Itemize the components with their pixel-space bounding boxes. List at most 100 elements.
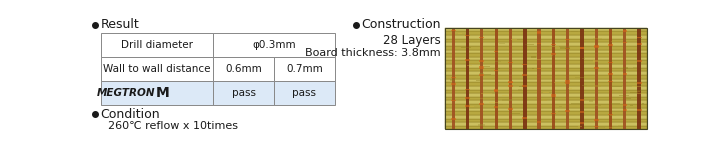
- Text: 0.6mm: 0.6mm: [225, 64, 262, 74]
- Bar: [592, 38, 602, 39]
- Bar: [445, 28, 647, 129]
- Bar: [623, 67, 628, 69]
- Bar: [445, 115, 647, 118]
- Bar: [508, 62, 513, 63]
- Bar: [451, 77, 455, 79]
- Bar: [623, 109, 627, 111]
- Bar: [466, 35, 470, 36]
- Bar: [541, 99, 547, 101]
- Bar: [637, 37, 641, 38]
- Bar: [531, 68, 534, 69]
- Bar: [445, 42, 647, 46]
- Bar: [450, 79, 455, 81]
- Bar: [594, 60, 598, 62]
- Bar: [484, 74, 491, 75]
- Text: 0.7mm: 0.7mm: [286, 64, 323, 74]
- Bar: [461, 47, 471, 48]
- Bar: [458, 33, 461, 34]
- Bar: [608, 114, 613, 115]
- Bar: [213, 81, 274, 105]
- Bar: [445, 39, 647, 42]
- Bar: [526, 44, 534, 45]
- Bar: [550, 46, 552, 47]
- Bar: [509, 28, 512, 129]
- Bar: [502, 95, 508, 96]
- Bar: [523, 28, 526, 129]
- Bar: [466, 105, 470, 107]
- Text: pass: pass: [232, 88, 256, 98]
- Bar: [445, 100, 647, 104]
- Text: Construction: Construction: [361, 18, 440, 31]
- Bar: [551, 113, 556, 114]
- Bar: [536, 43, 542, 44]
- Bar: [623, 98, 631, 99]
- Bar: [466, 59, 470, 61]
- Bar: [451, 118, 455, 120]
- Bar: [630, 92, 639, 93]
- Bar: [608, 62, 613, 63]
- Bar: [468, 106, 474, 108]
- Bar: [500, 43, 505, 44]
- Bar: [451, 30, 455, 32]
- Bar: [618, 125, 623, 126]
- Bar: [445, 86, 647, 90]
- Bar: [445, 79, 647, 82]
- Bar: [594, 28, 598, 129]
- Bar: [582, 58, 585, 59]
- Bar: [580, 47, 584, 49]
- Bar: [445, 93, 647, 97]
- Bar: [445, 31, 647, 35]
- Bar: [445, 71, 647, 75]
- Bar: [595, 105, 601, 106]
- Bar: [551, 53, 556, 55]
- Bar: [523, 117, 527, 119]
- Bar: [445, 35, 647, 39]
- Bar: [450, 28, 453, 29]
- Bar: [637, 28, 641, 129]
- Bar: [523, 74, 527, 76]
- Bar: [594, 67, 599, 69]
- Bar: [479, 73, 484, 74]
- Bar: [508, 108, 513, 110]
- Bar: [536, 59, 541, 60]
- Bar: [552, 46, 560, 47]
- Bar: [555, 82, 565, 83]
- Bar: [489, 102, 500, 103]
- Bar: [623, 73, 627, 75]
- Bar: [451, 100, 455, 101]
- Bar: [502, 99, 512, 101]
- Bar: [510, 39, 518, 40]
- Bar: [623, 28, 626, 129]
- Bar: [594, 46, 599, 48]
- Bar: [508, 82, 513, 83]
- Bar: [568, 88, 572, 89]
- Bar: [466, 89, 470, 90]
- Bar: [213, 33, 334, 57]
- Bar: [523, 86, 527, 87]
- Bar: [565, 80, 570, 82]
- Bar: [445, 50, 647, 53]
- Bar: [637, 82, 641, 84]
- Bar: [637, 60, 641, 62]
- Text: M: M: [156, 86, 169, 100]
- Text: MEGTRON: MEGTRON: [96, 88, 155, 98]
- Bar: [536, 31, 542, 33]
- Bar: [519, 86, 523, 87]
- Bar: [637, 91, 640, 92]
- Bar: [523, 85, 527, 86]
- Bar: [445, 97, 647, 100]
- Bar: [518, 89, 522, 91]
- Bar: [584, 86, 593, 87]
- Bar: [523, 64, 527, 65]
- Bar: [510, 113, 520, 114]
- Bar: [550, 55, 552, 56]
- Bar: [101, 33, 213, 57]
- Bar: [480, 98, 490, 99]
- Bar: [495, 61, 501, 62]
- Bar: [445, 68, 647, 71]
- Bar: [445, 122, 647, 126]
- Bar: [479, 124, 485, 126]
- Text: Result: Result: [101, 18, 139, 31]
- Bar: [445, 111, 647, 115]
- Bar: [565, 110, 570, 112]
